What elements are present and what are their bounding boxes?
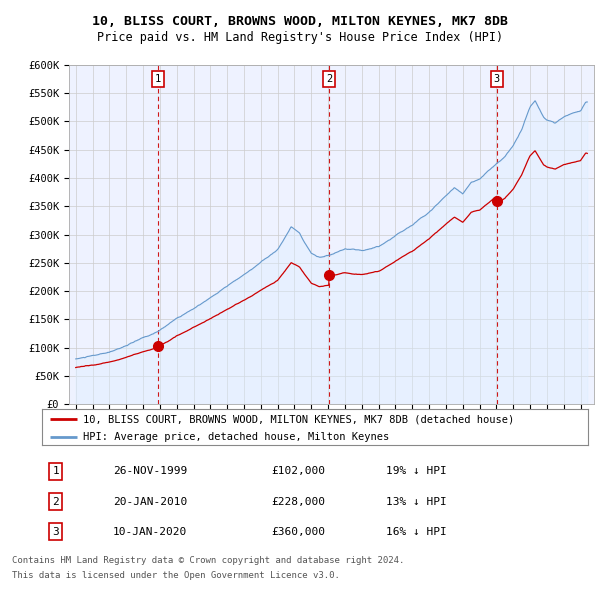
Text: 10, BLISS COURT, BROWNS WOOD, MILTON KEYNES, MK7 8DB (detached house): 10, BLISS COURT, BROWNS WOOD, MILTON KEY… — [83, 414, 514, 424]
Text: Contains HM Land Registry data © Crown copyright and database right 2024.: Contains HM Land Registry data © Crown c… — [12, 556, 404, 565]
Text: 2: 2 — [326, 74, 332, 84]
Text: 13% ↓ HPI: 13% ↓ HPI — [386, 497, 447, 507]
Text: £102,000: £102,000 — [271, 467, 325, 477]
Text: 16% ↓ HPI: 16% ↓ HPI — [386, 527, 447, 537]
Text: 1: 1 — [155, 74, 161, 84]
Text: £360,000: £360,000 — [271, 527, 325, 537]
Text: £228,000: £228,000 — [271, 497, 325, 507]
Text: 20-JAN-2010: 20-JAN-2010 — [113, 497, 187, 507]
Text: 2: 2 — [52, 497, 59, 507]
Text: HPI: Average price, detached house, Milton Keynes: HPI: Average price, detached house, Milt… — [83, 432, 389, 442]
Text: 3: 3 — [494, 74, 500, 84]
Text: 3: 3 — [52, 527, 59, 537]
Text: Price paid vs. HM Land Registry's House Price Index (HPI): Price paid vs. HM Land Registry's House … — [97, 31, 503, 44]
Text: 1: 1 — [52, 467, 59, 477]
Text: 10-JAN-2020: 10-JAN-2020 — [113, 527, 187, 537]
Text: 10, BLISS COURT, BROWNS WOOD, MILTON KEYNES, MK7 8DB: 10, BLISS COURT, BROWNS WOOD, MILTON KEY… — [92, 15, 508, 28]
Text: This data is licensed under the Open Government Licence v3.0.: This data is licensed under the Open Gov… — [12, 571, 340, 579]
Text: 19% ↓ HPI: 19% ↓ HPI — [386, 467, 447, 477]
Text: 26-NOV-1999: 26-NOV-1999 — [113, 467, 187, 477]
